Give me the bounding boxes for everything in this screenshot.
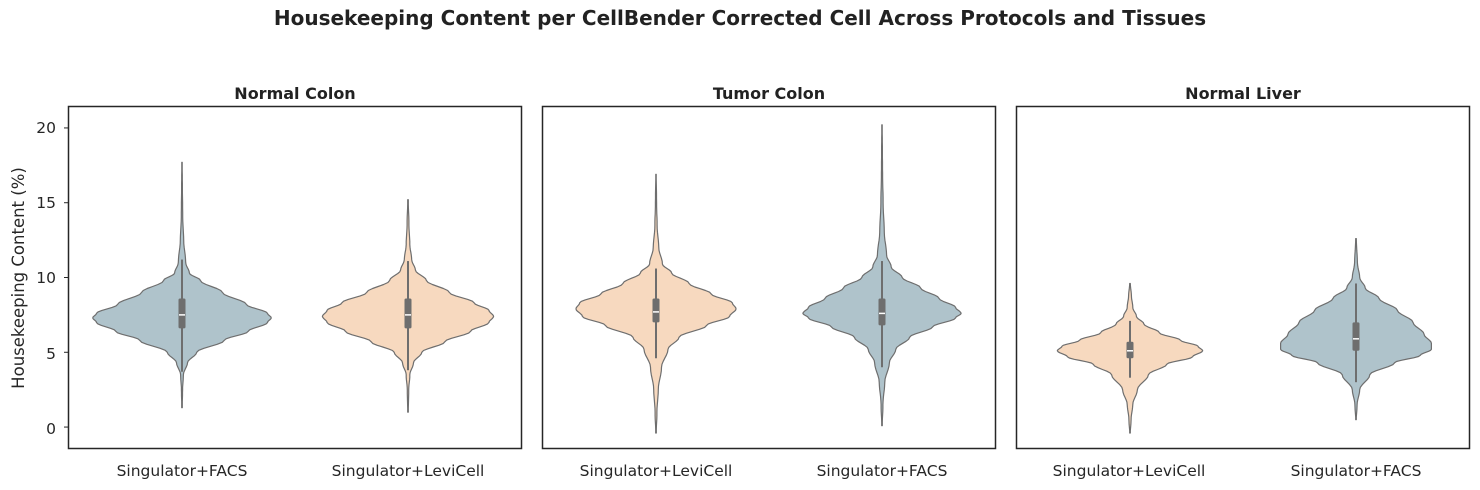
violin-iqr-box	[404, 298, 412, 329]
x-tick-label: Singulator+FACS	[817, 462, 948, 480]
panel-frame-normal-colon	[67, 105, 523, 450]
panel-tumor-colon: Tumor Colon Singulator+LeviCell Singulat…	[541, 84, 997, 480]
x-tick-label: Singulator+FACS	[1291, 462, 1422, 480]
y-tick-label: 20	[36, 119, 56, 137]
x-tick-label: Singulator+LeviCell	[1053, 462, 1206, 480]
y-tick-label: 0	[46, 420, 56, 438]
panel-normal-colon: Normal Colon Singulator+FACS Singulator+…	[36, 84, 523, 480]
panel-title-tumor-colon: Tumor Colon	[713, 84, 825, 103]
panel-frame-tumor-colon	[541, 105, 997, 450]
violin-iqr-box	[878, 298, 886, 326]
y-tick-label: 5	[46, 345, 56, 363]
y-tick-label: 15	[36, 194, 56, 212]
violin-iqr-box	[652, 298, 660, 323]
panel-marks-normal-colon	[92, 161, 495, 413]
x-tick-label: Singulator+FACS	[117, 462, 248, 480]
panel-normal-liver: Normal Liver Singulator+LeviCell Singula…	[1015, 84, 1471, 480]
panel-frame-normal-liver	[1015, 105, 1471, 450]
panel-marks-tumor-colon	[575, 124, 962, 434]
panel-title-normal-colon: Normal Colon	[234, 84, 355, 103]
violin-iqr-box	[1352, 322, 1360, 351]
panel-marks-normal-liver	[1056, 238, 1432, 434]
violin-iqr-box	[178, 298, 186, 329]
panel-title-normal-liver: Normal Liver	[1185, 84, 1301, 103]
x-tick-label: Singulator+LeviCell	[332, 462, 485, 480]
x-tick-label: Singulator+LeviCell	[580, 462, 733, 480]
figure-title: Housekeeping Content per CellBender Corr…	[274, 6, 1206, 30]
y-tick-label: 10	[36, 269, 56, 287]
y-axis-label: Housekeeping Content (%)	[9, 167, 28, 389]
